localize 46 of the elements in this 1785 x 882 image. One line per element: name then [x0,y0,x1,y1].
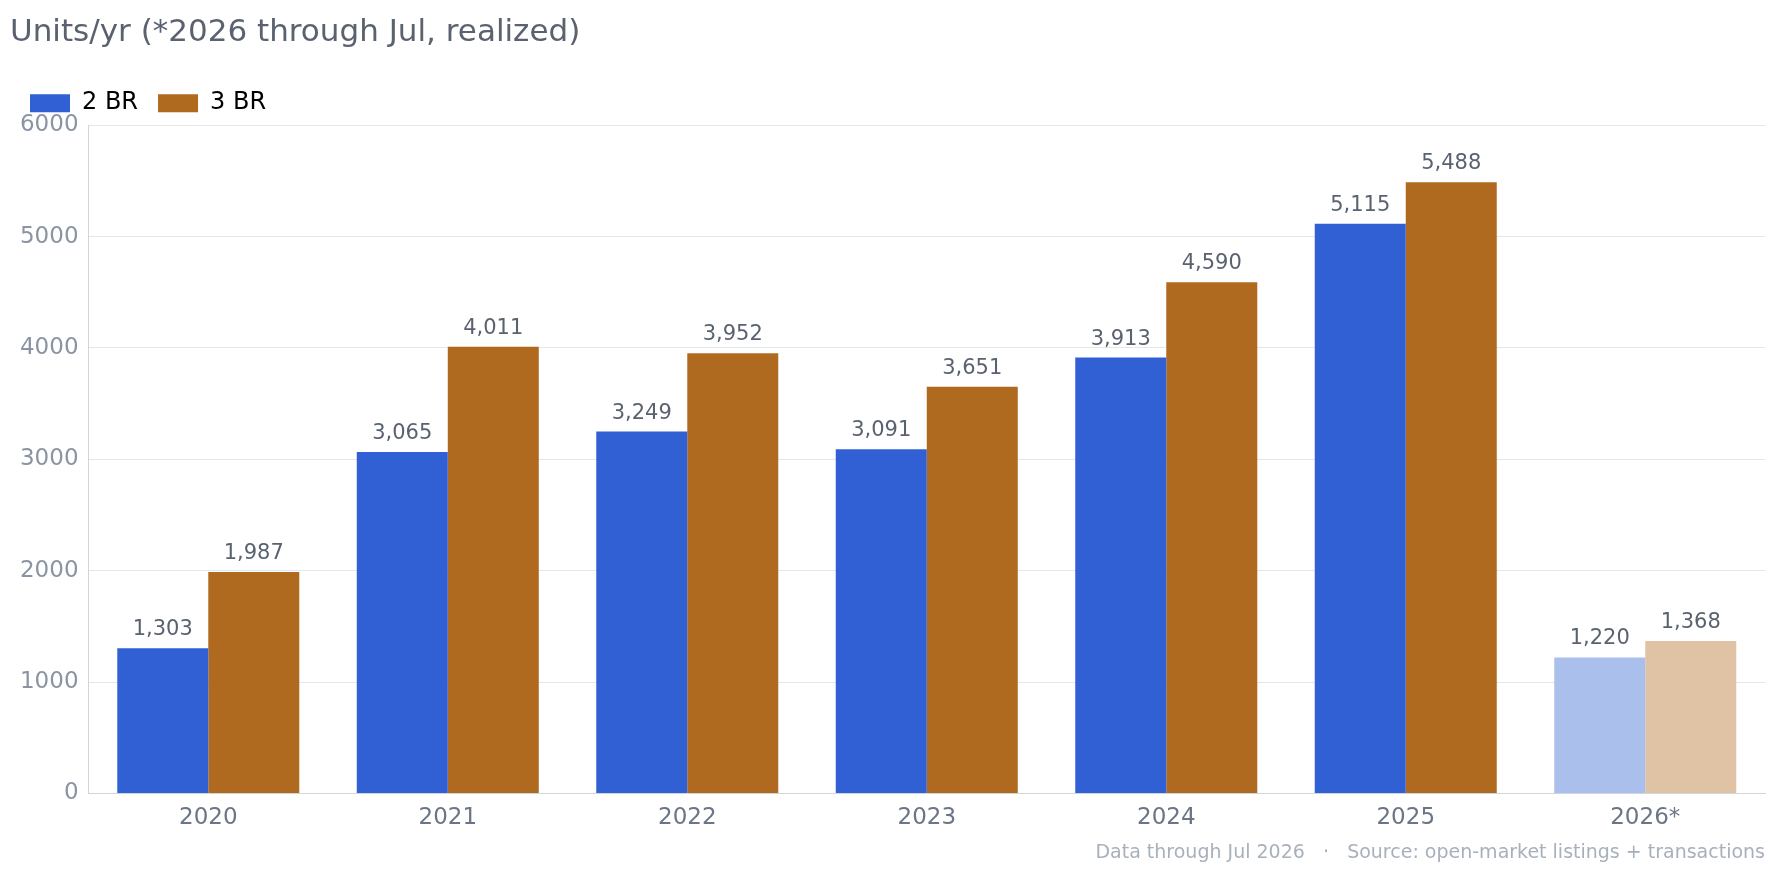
data-label: 3,249 [611,399,672,424]
bar [1405,182,1497,793]
legend-label: 3 BR [210,87,267,116]
legend-label: 2 BR [82,87,139,116]
data-label: 4,011 [463,314,524,339]
x-tick-label: 2025 [1376,803,1436,830]
y-tick-label: 0 [63,778,79,805]
data-label: 4,590 [1181,250,1242,275]
data-label: 1,303 [132,616,193,641]
y-tick-label: 1000 [19,667,79,693]
data-label: 1,987 [223,540,284,565]
bar [687,353,779,793]
data-label: 3,952 [702,321,763,346]
x-tick-label: 2024 [1136,803,1196,830]
y-tick-label: 6000 [19,110,79,137]
data-label: 1,220 [1569,625,1630,650]
data-label: 5,115 [1330,191,1391,216]
bar [1075,357,1167,793]
y-tick-label: 5000 [19,221,79,248]
bar [356,452,448,793]
data-label: 3,091 [851,417,912,442]
bar [117,648,209,793]
x-tick-label: 2021 [418,803,478,830]
bar [1166,282,1258,793]
data-label: 5,488 [1421,150,1482,175]
bar [835,449,927,793]
bar [447,346,539,793]
x-tick-label: 2023 [897,803,957,830]
chart-title: Units/yr (*2026 through Jul, realized) [10,11,581,48]
bar [926,386,1018,793]
text: Data through Jul 2026 · Source: open-market listings + transactions [1095,840,1765,862]
x-tick-label: 2026* [1610,803,1681,830]
bar [1554,657,1646,793]
y-tick-label: 4000 [19,332,79,359]
bar [208,572,300,793]
data-label: 1,368 [1660,609,1721,633]
bar [1645,641,1737,793]
data-label: 3,651 [942,354,1003,379]
bar [596,431,688,793]
data-label: 3,065 [372,420,433,445]
y-tick-label: 2000 [19,555,79,582]
x-tick-label: 2020 [179,803,238,830]
y-tick-label: 3000 [19,444,79,471]
x-tick-label: 2022 [658,803,717,830]
bar [1314,223,1406,793]
data-label: 3,913 [1090,325,1151,350]
